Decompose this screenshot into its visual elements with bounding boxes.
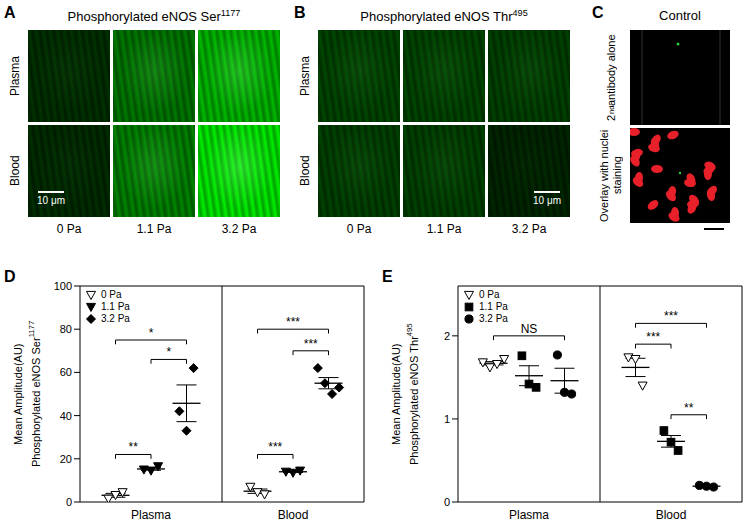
svg-text:Plasma: Plasma (131, 508, 171, 522)
svg-text:NS: NS (521, 322, 538, 336)
html-text:1177: 1177 (26, 320, 36, 338)
html-text:antibody alone: antibody alone (604, 34, 617, 106)
svg-text:40: 40 (60, 410, 72, 422)
html-text:1.1 Pa: 1.1 Pa (479, 301, 508, 312)
svg-text:*: * (149, 326, 154, 340)
svg-text:Plasma: Plasma (509, 508, 549, 522)
svg-text:2: 2 (444, 330, 450, 342)
html-text:3.2 Pa: 3.2 Pa (221, 222, 257, 236)
html-text:Phosphorylated eNOS Thr: Phosphorylated eNOS Thr (408, 336, 421, 465)
html-text:10 μm: 10 μm (37, 195, 65, 206)
html-text:495: 495 (404, 323, 414, 336)
html-text:A: A (4, 4, 16, 21)
svg-text:*: * (166, 345, 171, 359)
svg-text:***: *** (304, 337, 318, 351)
html-text:0 Pa: 0 Pa (479, 289, 500, 300)
html-text:Blood: Blood (8, 155, 22, 187)
html-text:Overlay with nuclei staining: Overlay with nuclei staining (598, 129, 623, 222)
html-text:Blood: Blood (298, 155, 312, 187)
html-text:Phosphorylated eNOS Ser1177: Phosphorylated eNOS Ser1177 (67, 8, 241, 25)
html-text:3.2 Pa: 3.2 Pa (479, 313, 508, 324)
svg-text:***: *** (664, 309, 678, 323)
html-text:Mean Amplitude(AU): Mean Amplitude(AU) (389, 343, 402, 445)
html-text:Phosphorylated eNOS Thr495: Phosphorylated eNOS Thr495 (360, 8, 528, 25)
html-text:Mean Amplitude(AU): Mean Amplitude(AU) (11, 343, 24, 445)
svg-text:**: ** (684, 401, 694, 415)
html-text:Control: Control (659, 8, 701, 23)
html-text:0 Pa: 0 Pa (56, 222, 82, 236)
svg-text:Blood: Blood (278, 508, 309, 522)
html-text:0 Pa: 0 Pa (101, 289, 122, 300)
svg-text:1: 1 (444, 413, 450, 425)
html-text:Plasma: Plasma (298, 56, 312, 96)
svg-text:0: 0 (66, 496, 72, 508)
svg-text:80: 80 (60, 323, 72, 335)
svg-text:100: 100 (54, 280, 72, 292)
html-text:Plasma: Plasma (8, 56, 22, 96)
html-text:1.1 Pa: 1.1 Pa (101, 301, 130, 312)
html-text:1.1 Pa: 1.1 Pa (136, 222, 172, 236)
svg-text:60: 60 (60, 366, 72, 378)
html-text:Phosphorylated eNOS Ser: Phosphorylated eNOS Ser (30, 337, 43, 468)
html-text:1.1 Pa: 1.1 Pa (426, 222, 462, 236)
html-text:3.2 Pa: 3.2 Pa (101, 313, 130, 324)
html-text:E: E (382, 268, 393, 285)
html-text:2: 2 (604, 114, 617, 121)
svg-text:***: *** (646, 330, 660, 344)
svg-text:20: 20 (60, 453, 72, 465)
svg-text:0: 0 (444, 496, 450, 508)
svg-text:***: *** (286, 315, 300, 329)
html-text:D: D (4, 268, 16, 285)
html-text:C: C (592, 4, 604, 21)
html-text:10 μm: 10 μm (533, 195, 561, 206)
html-text:B: B (294, 4, 306, 21)
html-text:3.2 Pa: 3.2 Pa (511, 222, 547, 236)
svg-text:Blood: Blood (656, 508, 687, 522)
html-text:nd: nd (606, 105, 616, 115)
svg-text:***: *** (268, 440, 282, 454)
html-text:0 Pa: 0 Pa (346, 222, 372, 236)
svg-text:**: ** (129, 440, 139, 454)
